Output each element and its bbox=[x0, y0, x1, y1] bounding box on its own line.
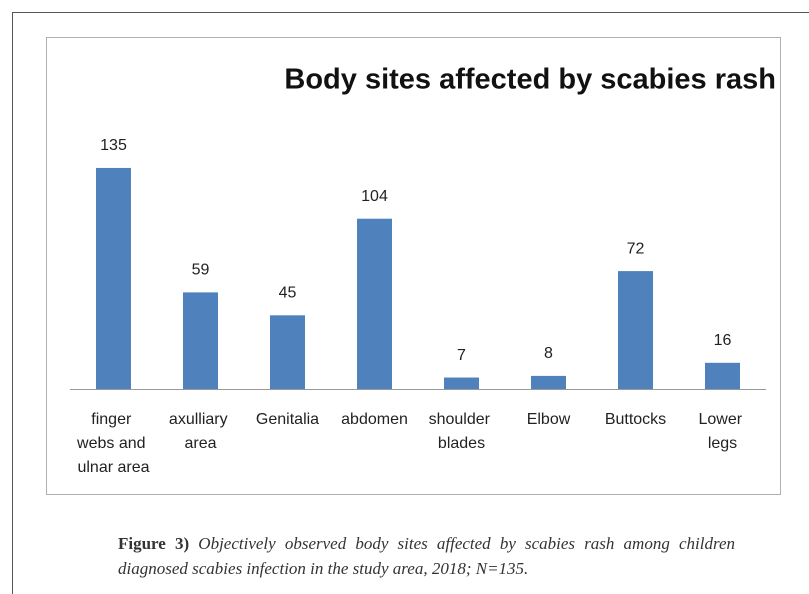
x-tick-label: Lower legs bbox=[698, 411, 746, 452]
bar bbox=[444, 377, 479, 389]
x-tick-label: Genitalia bbox=[256, 411, 319, 428]
bar bbox=[618, 271, 653, 389]
chart-title: Body sites affected by scabies rash bbox=[284, 64, 776, 96]
x-tick-label: axulliary area bbox=[169, 411, 232, 452]
value-label: 45 bbox=[279, 285, 297, 302]
caption: Figure 3) Objectively observed body site… bbox=[118, 531, 735, 581]
bar bbox=[270, 315, 305, 389]
value-label: 7 bbox=[457, 347, 466, 364]
x-tick-label: shoulder blades bbox=[429, 411, 495, 452]
value-label: 104 bbox=[361, 188, 388, 205]
chart-box bbox=[46, 37, 781, 495]
bar bbox=[531, 375, 566, 389]
bar bbox=[96, 167, 131, 389]
bar bbox=[705, 362, 740, 389]
value-label: 72 bbox=[627, 240, 645, 257]
value-label: 8 bbox=[544, 345, 553, 362]
caption-label: Figure 3) bbox=[118, 534, 190, 553]
bar bbox=[357, 218, 392, 389]
value-label: 135 bbox=[100, 137, 127, 154]
bar bbox=[183, 292, 218, 389]
x-tick-label: abdomen bbox=[341, 411, 408, 428]
x-tick-label: finger webs and ulnar area bbox=[76, 411, 150, 476]
value-label: 59 bbox=[192, 262, 210, 279]
value-label: 16 bbox=[714, 332, 732, 349]
caption-text: Objectively observed body sites affected… bbox=[118, 534, 735, 578]
figure-frame bbox=[12, 12, 809, 594]
x-tick-label: Elbow bbox=[527, 411, 571, 428]
x-tick-label: Buttocks bbox=[605, 411, 666, 428]
